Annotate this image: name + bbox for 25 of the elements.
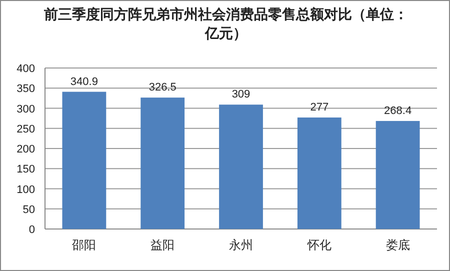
x-tick-label: 益阳 (150, 238, 175, 252)
y-tick-label: 250 (16, 123, 35, 136)
x-tick-label: 永州 (229, 238, 253, 252)
y-tick-label: 150 (16, 164, 35, 176)
y-tick-label: 0 (28, 224, 35, 236)
data-label: 268.4 (384, 104, 412, 117)
x-tick-label: 怀化 (306, 238, 332, 252)
y-tick-label: 350 (16, 83, 35, 96)
data-label: 309 (232, 88, 250, 101)
y-tick-label: 200 (16, 144, 35, 156)
data-label: 326.5 (148, 82, 176, 94)
y-tick-label: 300 (16, 103, 35, 116)
chart-title: 前三季度同方阵兄弟市州社会消费品零售总额对比（单位：亿元） (43, 5, 409, 43)
data-label: 277 (310, 102, 329, 114)
y-tick-label: 50 (22, 204, 35, 216)
y-tick-label: 400 (16, 63, 35, 75)
bar (376, 120, 420, 229)
bar (62, 92, 106, 229)
data-label: 340.9 (70, 76, 98, 88)
bar (297, 118, 342, 229)
y-tick-label: 100 (16, 184, 35, 196)
x-tick-label: 娄底 (386, 238, 410, 252)
bar (140, 98, 185, 229)
x-tick-label: 邵阳 (72, 238, 96, 252)
bar (219, 104, 263, 229)
